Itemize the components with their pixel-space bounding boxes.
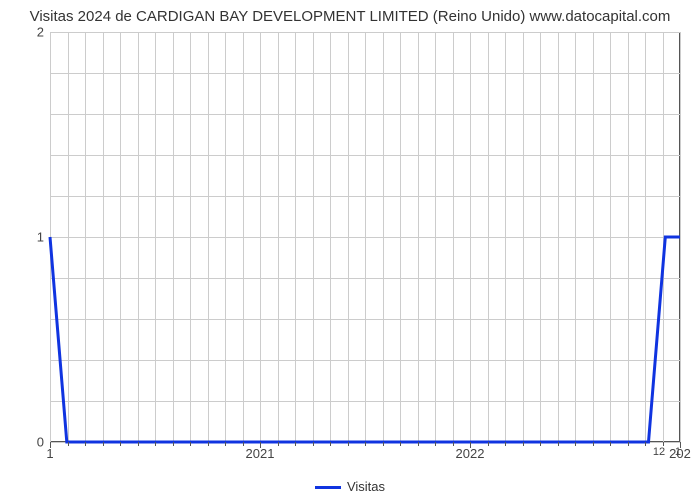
legend: Visitas	[0, 479, 700, 494]
y-tick-label: 2	[37, 25, 44, 40]
x-tick-label: 2022	[456, 446, 485, 461]
x-tick-label: 1	[675, 446, 681, 458]
data-line	[50, 32, 680, 442]
legend-swatch	[315, 486, 341, 489]
legend-label: Visitas	[347, 479, 385, 494]
chart-title: Visitas 2024 de CARDIGAN BAY DEVELOPMENT…	[0, 8, 700, 25]
plot-area	[50, 32, 680, 442]
x-tick-label: 1	[46, 446, 53, 461]
x-tick-label: 2021	[246, 446, 275, 461]
series-line	[50, 237, 680, 442]
y-tick-label: 1	[37, 230, 44, 245]
y-tick-label: 0	[37, 435, 44, 450]
x-tick-label: 12	[653, 446, 665, 458]
